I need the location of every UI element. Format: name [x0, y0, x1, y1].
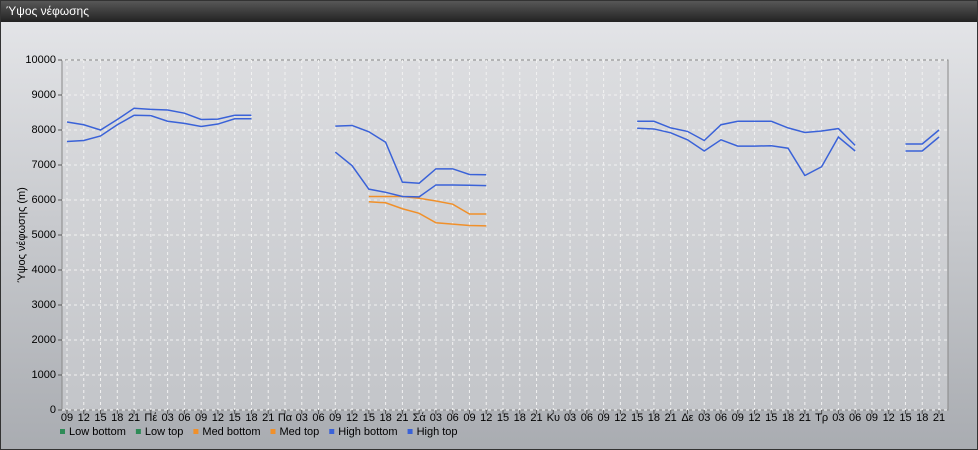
x-tick-label: 15: [363, 412, 375, 424]
x-tick-label: 06: [581, 412, 593, 424]
x-tick-label: 06: [312, 412, 324, 424]
y-tick-label: 7000: [32, 159, 56, 171]
x-tick-label: 15: [765, 412, 777, 424]
x-tick-label: 12: [614, 412, 626, 424]
x-tick-label: Τρ: [815, 412, 828, 424]
legend-label: Med top: [280, 426, 320, 438]
x-tick-label: 21: [799, 412, 811, 424]
x-tick-label: 06: [447, 412, 459, 424]
y-tick-label: 4000: [32, 264, 56, 276]
x-tick-label: 12: [212, 412, 224, 424]
line: [66, 114, 940, 198]
legend-marker: [60, 429, 65, 434]
window-title: Ύψος νέφωσης: [6, 4, 89, 18]
x-tick-label: 12: [748, 412, 760, 424]
line: [66, 107, 940, 184]
x-tick-label: 18: [782, 412, 794, 424]
x-tick-label: 15: [229, 412, 241, 424]
x-tick-label: 21: [396, 412, 408, 424]
x-tick-label: 09: [195, 412, 207, 424]
x-tick-label: 09: [329, 412, 341, 424]
legend-marker: [270, 429, 276, 434]
x-tick-label: 09: [463, 412, 475, 424]
line: [368, 195, 487, 215]
legend-marker: [135, 429, 141, 434]
x-tick-label: 12: [883, 412, 895, 424]
x-tick-label: 03: [832, 412, 844, 424]
line: [368, 201, 487, 227]
x-tick-label: 09: [866, 412, 878, 424]
x-tick-label: 21: [530, 412, 542, 424]
x-tick-label: 09: [732, 412, 744, 424]
x-tick-label: 21: [262, 412, 274, 424]
x-tick-label: 12: [78, 412, 90, 424]
x-tick-label: 18: [916, 412, 928, 424]
x-tick-label: 18: [245, 412, 257, 424]
legend-label: Med bottom: [202, 426, 260, 438]
x-tick-label: 09: [597, 412, 609, 424]
x-tick-label: 12: [346, 412, 358, 424]
x-tick-label: 03: [430, 412, 442, 424]
x-tick-label: 15: [94, 412, 106, 424]
legend-label: High top: [417, 426, 458, 438]
x-tick-label: 18: [514, 412, 526, 424]
legend-label: High bottom: [338, 426, 397, 438]
x-tick-label: 18: [648, 412, 660, 424]
y-tick-label: 2000: [32, 334, 56, 346]
x-tick-label: 03: [296, 412, 308, 424]
x-tick-label: 03: [564, 412, 576, 424]
legend-label: Low top: [145, 426, 184, 438]
y-tick-label: 3000: [32, 299, 56, 311]
x-tick-label: 03: [698, 412, 710, 424]
y-tick-label: 8000: [32, 124, 56, 136]
y-axis-label: Ύψος νέφωσης (m): [16, 187, 28, 283]
y-tick-label: 1000: [32, 369, 56, 381]
x-tick-label: 15: [497, 412, 509, 424]
x-tick-label: 15: [631, 412, 643, 424]
x-tick-label: Πα: [278, 412, 293, 424]
x-tick-label: 21: [128, 412, 140, 424]
x-tick-label: 21: [665, 412, 677, 424]
y-tick-label: 5000: [32, 229, 56, 241]
y-tick-label: 9000: [32, 89, 56, 101]
x-tick-label: 15: [899, 412, 911, 424]
legend-label: Low bottom: [69, 426, 126, 438]
x-tick-label: 18: [379, 412, 391, 424]
y-tick-label: 0: [50, 404, 56, 416]
x-tick-label: 06: [715, 412, 727, 424]
legend-marker: [193, 429, 199, 434]
x-tick-label: 21: [933, 412, 945, 424]
legend-marker: [407, 429, 413, 434]
x-tick-label: 09: [61, 412, 73, 424]
x-tick-label: Δε: [681, 412, 693, 424]
x-tick-label: 06: [849, 412, 861, 424]
x-tick-label: 12: [480, 412, 492, 424]
x-tick-label: Σά: [413, 412, 427, 424]
y-tick-label: 10000: [25, 54, 56, 66]
legend-marker: [329, 429, 335, 434]
x-tick-label: 03: [161, 412, 173, 424]
x-tick-label: 06: [178, 412, 190, 424]
x-tick-label: 18: [111, 412, 123, 424]
title-bar: [0, 0, 978, 22]
y-tick-label: 6000: [32, 194, 56, 206]
x-tick-label: Πέ: [144, 412, 157, 424]
x-tick-label: Κυ: [547, 412, 560, 424]
